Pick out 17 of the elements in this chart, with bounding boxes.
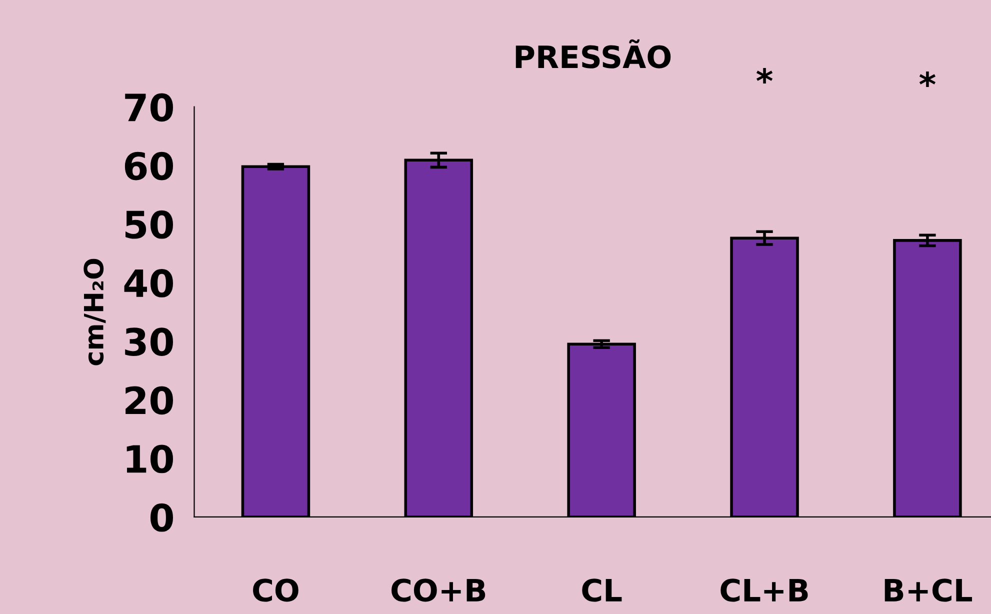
y-tick-label: 20: [126, 386, 173, 415]
text: *: [756, 68, 773, 84]
x-tick-label: CL: [582, 578, 622, 602]
chart-title: PRESSÃO: [516, 39, 671, 68]
y-tick-label: 30: [125, 328, 173, 356]
y-tick-label: 10: [126, 444, 173, 474]
y-tick-label: 70: [125, 93, 173, 122]
x-tick-label: CL+B: [720, 578, 808, 602]
text: *: [919, 72, 936, 88]
y-tick-label: 60: [124, 152, 173, 180]
x-tick-label: CO+B: [392, 578, 486, 602]
x-tick-label: CO: [253, 578, 298, 602]
y-axis-title: cm/H₂O: [84, 258, 106, 366]
x-tick-label: B+CL: [884, 578, 972, 602]
y-tick-label: 50: [126, 210, 173, 239]
y-tick-label: 40: [124, 269, 173, 298]
y-tick-label: 0: [150, 503, 173, 532]
